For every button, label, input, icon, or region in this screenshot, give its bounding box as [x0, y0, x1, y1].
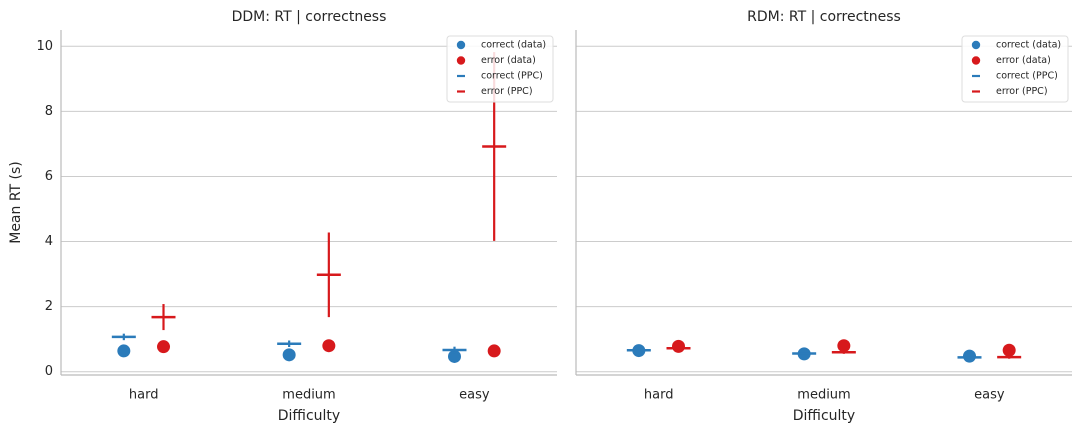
data-point: [487, 344, 501, 358]
legend-marker: [456, 40, 466, 50]
x-tick-label: hard: [644, 388, 674, 403]
legend-label: correct (PPC): [481, 71, 543, 82]
data-point: [322, 339, 336, 353]
chart-title: RDM: RT | correctness: [747, 9, 901, 25]
data-point: [282, 348, 296, 362]
legend-label: correct (data): [996, 40, 1061, 51]
data-point: [1002, 343, 1016, 357]
data-point: [157, 340, 171, 354]
legend-box: [446, 35, 554, 103]
data-point: [672, 339, 686, 353]
x-tick-label: easy: [459, 388, 490, 403]
legend-label: error (data): [996, 55, 1051, 66]
x-tick-label: easy: [974, 388, 1005, 403]
data-point: [117, 344, 131, 358]
y-axis-label: Mean RT (s): [8, 161, 24, 244]
x-tick-label: medium: [282, 388, 335, 403]
y-tick-label: 8: [45, 104, 53, 119]
legend-label: error (data): [481, 55, 536, 66]
legend-marker: [971, 40, 981, 50]
chart-title: DDM: RT | correctness: [232, 9, 387, 25]
legend-marker: [456, 56, 466, 65]
data-point: [962, 349, 976, 363]
x-tick-label: hard: [129, 388, 159, 403]
x-tick-label: medium: [797, 388, 850, 403]
legend-label: error (PPC): [996, 86, 1048, 97]
legend-label: error (PPC): [481, 86, 533, 97]
data-point: [447, 349, 461, 363]
y-tick-label: 0: [45, 364, 53, 379]
y-tick-label: 4: [45, 234, 53, 249]
legend-label: correct (PPC): [996, 71, 1058, 82]
legend-label: correct (data): [481, 40, 546, 51]
y-tick-label: 10: [36, 39, 53, 54]
legend-box: [961, 35, 1069, 103]
y-tick-label: 6: [45, 169, 53, 184]
x-axis-label: Difficulty: [793, 408, 855, 424]
y-tick-label: 2: [45, 299, 53, 314]
data-point: [837, 339, 851, 353]
legend-marker: [971, 56, 981, 65]
x-axis-label: Difficulty: [278, 408, 340, 424]
